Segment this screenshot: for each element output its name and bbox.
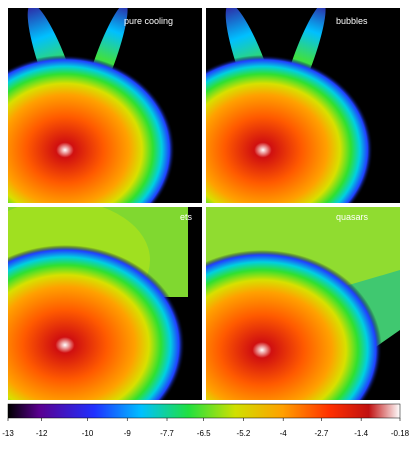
tick-label: -10 [82, 429, 94, 438]
panel: ets [8, 207, 202, 400]
panel-label: pure cooling [124, 16, 173, 26]
panel: pure cooling [8, 8, 202, 203]
tick-label: -4 [280, 429, 288, 438]
panel-label: ets [180, 212, 193, 222]
tick-label: -6.5 [197, 429, 211, 438]
tick-label: -1.4 [354, 429, 368, 438]
panel: quasars [206, 207, 400, 400]
tick-label: -5.2 [237, 429, 251, 438]
tick-label: -2.7 [315, 429, 329, 438]
tick-label: -9 [124, 429, 132, 438]
panel-label: bubbles [336, 16, 368, 26]
tick-label: -13 [2, 429, 14, 438]
panel-label: quasars [336, 212, 369, 222]
tick-label: -0.18 [391, 429, 410, 438]
colorbar [7, 403, 401, 419]
tick-label: -7.7 [160, 429, 174, 438]
panel: bubbles [206, 8, 400, 203]
tick-label: -12 [36, 429, 48, 438]
